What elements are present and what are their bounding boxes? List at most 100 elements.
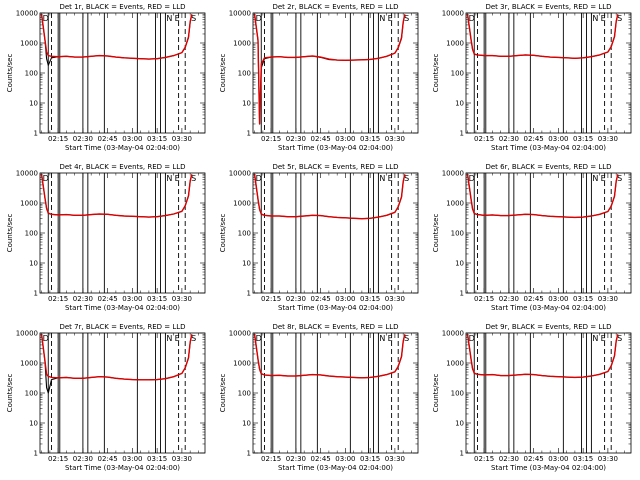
top-mark-label: N [379, 334, 385, 343]
panel-title: Det 9r, BLACK = Events, RED = LLD [485, 323, 611, 331]
panel-title: Det 8r, BLACK = Events, RED = LLD [272, 323, 398, 331]
y-tick-label: 10 [29, 260, 38, 268]
y-tick-label: 10 [29, 100, 38, 108]
y-tick-label: 10 [455, 420, 464, 428]
plot-frame [465, 332, 632, 454]
y-tick-label: 1 [34, 290, 38, 298]
panel-title: Det 6r, BLACK = Events, RED = LLD [485, 163, 611, 171]
x-tick-label: 03:00 [548, 295, 568, 303]
x-axis-label: Start Time (03-May-04 02:04:00) [491, 464, 606, 472]
x-tick-label: 03:15 [360, 295, 380, 303]
y-tick-label: 1000 [446, 360, 464, 368]
y-tick-label: 1 [247, 450, 251, 458]
x-tick-label: 03:30 [385, 295, 405, 303]
x-tick-label: 02:30 [73, 135, 93, 143]
y-tick-label: 10 [455, 260, 464, 268]
top-mark-label: D [43, 174, 49, 183]
x-tick-label: 02:15 [474, 135, 494, 143]
top-mark-label: S [404, 334, 409, 343]
y-tick-label: 100 [451, 70, 464, 78]
lld-series-line [40, 14, 193, 60]
plot-frame [465, 172, 632, 294]
y-tick-label: 100 [25, 230, 38, 238]
detector-panel: Det 2r, BLACK = Events, RED = LLD 1 10 100 1… [213, 0, 426, 160]
chart-svg: Det 7r, BLACK = Events, RED = LLD 1 10 100 1… [6, 323, 206, 472]
x-axis-label: Start Time (03-May-04 02:04:00) [65, 464, 180, 472]
detector-panel: Det 7r, BLACK = Events, RED = LLD 1 10 100 1… [0, 320, 213, 480]
x-tick-label: 02:45 [311, 295, 331, 303]
x-tick-label: 02:30 [499, 295, 519, 303]
y-tick-label: 1 [247, 290, 251, 298]
y-axis-label: Counts/sec [6, 374, 14, 413]
x-axis-label: Start Time (03-May-04 02:04:00) [65, 144, 180, 152]
y-tick-label: 100 [238, 390, 251, 398]
lld-series-line [466, 14, 619, 59]
top-mark-label: N [379, 174, 385, 183]
detector-panel: Det 1r, BLACK = Events, RED = LLD 1 10 100 1… [0, 0, 213, 160]
top-mark-label: N [166, 14, 172, 23]
panel-title: Det 3r, BLACK = Events, RED = LLD [485, 3, 611, 11]
chart-svg: Det 1r, BLACK = Events, RED = LLD 1 10 100 1… [6, 3, 206, 152]
y-tick-label: 100 [25, 70, 38, 78]
y-tick-label: 10000 [16, 330, 38, 338]
top-mark-label: D [256, 14, 262, 23]
x-axis-label: Start Time (03-May-04 02:04:00) [491, 304, 606, 312]
x-tick-label: 02:30 [499, 455, 519, 463]
plot-frame [252, 332, 419, 454]
y-tick-label: 1000 [20, 360, 38, 368]
panel-title: Det 7r, BLACK = Events, RED = LLD [59, 323, 185, 331]
x-tick-label: 02:15 [261, 135, 281, 143]
x-tick-label: 03:15 [147, 455, 167, 463]
y-tick-label: 10000 [442, 10, 464, 18]
lld-series-line [466, 334, 619, 379]
y-axis-label: Counts/sec [6, 214, 14, 253]
top-mark-label: E [388, 14, 393, 23]
top-mark-label: D [469, 174, 475, 183]
y-tick-label: 100 [238, 70, 251, 78]
detector-panel: Det 8r, BLACK = Events, RED = LLD 1 10 100 1… [213, 320, 426, 480]
x-tick-label: 02:30 [286, 295, 306, 303]
y-tick-label: 1000 [233, 200, 251, 208]
lld-series-line [466, 174, 619, 219]
chart-svg: Det 9r, BLACK = Events, RED = LLD 1 10 100 1… [432, 323, 632, 472]
x-tick-label: 02:45 [524, 455, 544, 463]
y-axis-label: Counts/sec [219, 54, 227, 93]
y-tick-label: 1 [34, 130, 38, 138]
y-tick-label: 10 [242, 100, 251, 108]
chart-svg: Det 2r, BLACK = Events, RED = LLD 1 10 100 1… [219, 3, 419, 152]
chart-svg: Det 6r, BLACK = Events, RED = LLD 1 10 100 1… [432, 163, 632, 312]
chart-svg: Det 4r, BLACK = Events, RED = LLD 1 10 100 1… [6, 163, 206, 312]
x-tick-label: 02:45 [98, 455, 118, 463]
x-tick-label: 02:15 [48, 455, 68, 463]
plot-frame [39, 332, 206, 454]
lld-series-line [253, 174, 406, 220]
y-tick-label: 100 [451, 230, 464, 238]
y-tick-label: 1000 [446, 40, 464, 48]
y-tick-label: 10 [29, 420, 38, 428]
y-tick-label: 10000 [442, 170, 464, 178]
x-tick-label: 03:00 [335, 135, 355, 143]
panel-title: Det 4r, BLACK = Events, RED = LLD [59, 163, 185, 171]
x-tick-label: 03:15 [360, 455, 380, 463]
y-tick-label: 1 [460, 290, 464, 298]
x-tick-label: 03:30 [598, 455, 618, 463]
top-mark-label: E [388, 174, 393, 183]
x-tick-label: 02:15 [474, 295, 494, 303]
top-mark-label: D [256, 174, 262, 183]
detector-panel: Det 4r, BLACK = Events, RED = LLD 1 10 100 1… [0, 160, 213, 320]
x-tick-label: 02:30 [73, 295, 93, 303]
y-tick-label: 10000 [16, 10, 38, 18]
y-tick-label: 100 [451, 390, 464, 398]
x-tick-label: 03:30 [172, 455, 192, 463]
x-tick-label: 03:30 [385, 455, 405, 463]
y-tick-label: 1 [34, 450, 38, 458]
y-tick-label: 10 [455, 100, 464, 108]
x-tick-label: 03:30 [172, 135, 192, 143]
x-tick-label: 02:15 [474, 455, 494, 463]
x-tick-label: 02:45 [311, 135, 331, 143]
detector-panel: Det 6r, BLACK = Events, RED = LLD 1 10 100 1… [426, 160, 639, 320]
top-mark-label: D [469, 334, 475, 343]
x-tick-label: 03:00 [122, 295, 142, 303]
x-tick-label: 02:15 [48, 295, 68, 303]
top-mark-label: E [175, 334, 180, 343]
